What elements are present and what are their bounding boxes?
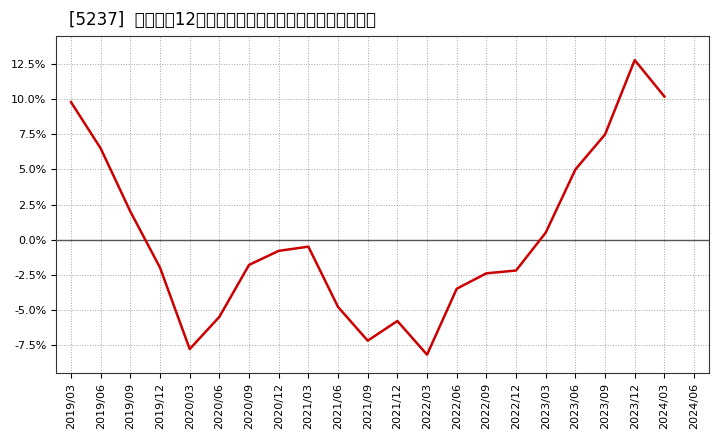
Text: [5237]  売上高の12か月移動合計の対前年同期増減率の推移: [5237] 売上高の12か月移動合計の対前年同期増減率の推移: [69, 11, 377, 29]
